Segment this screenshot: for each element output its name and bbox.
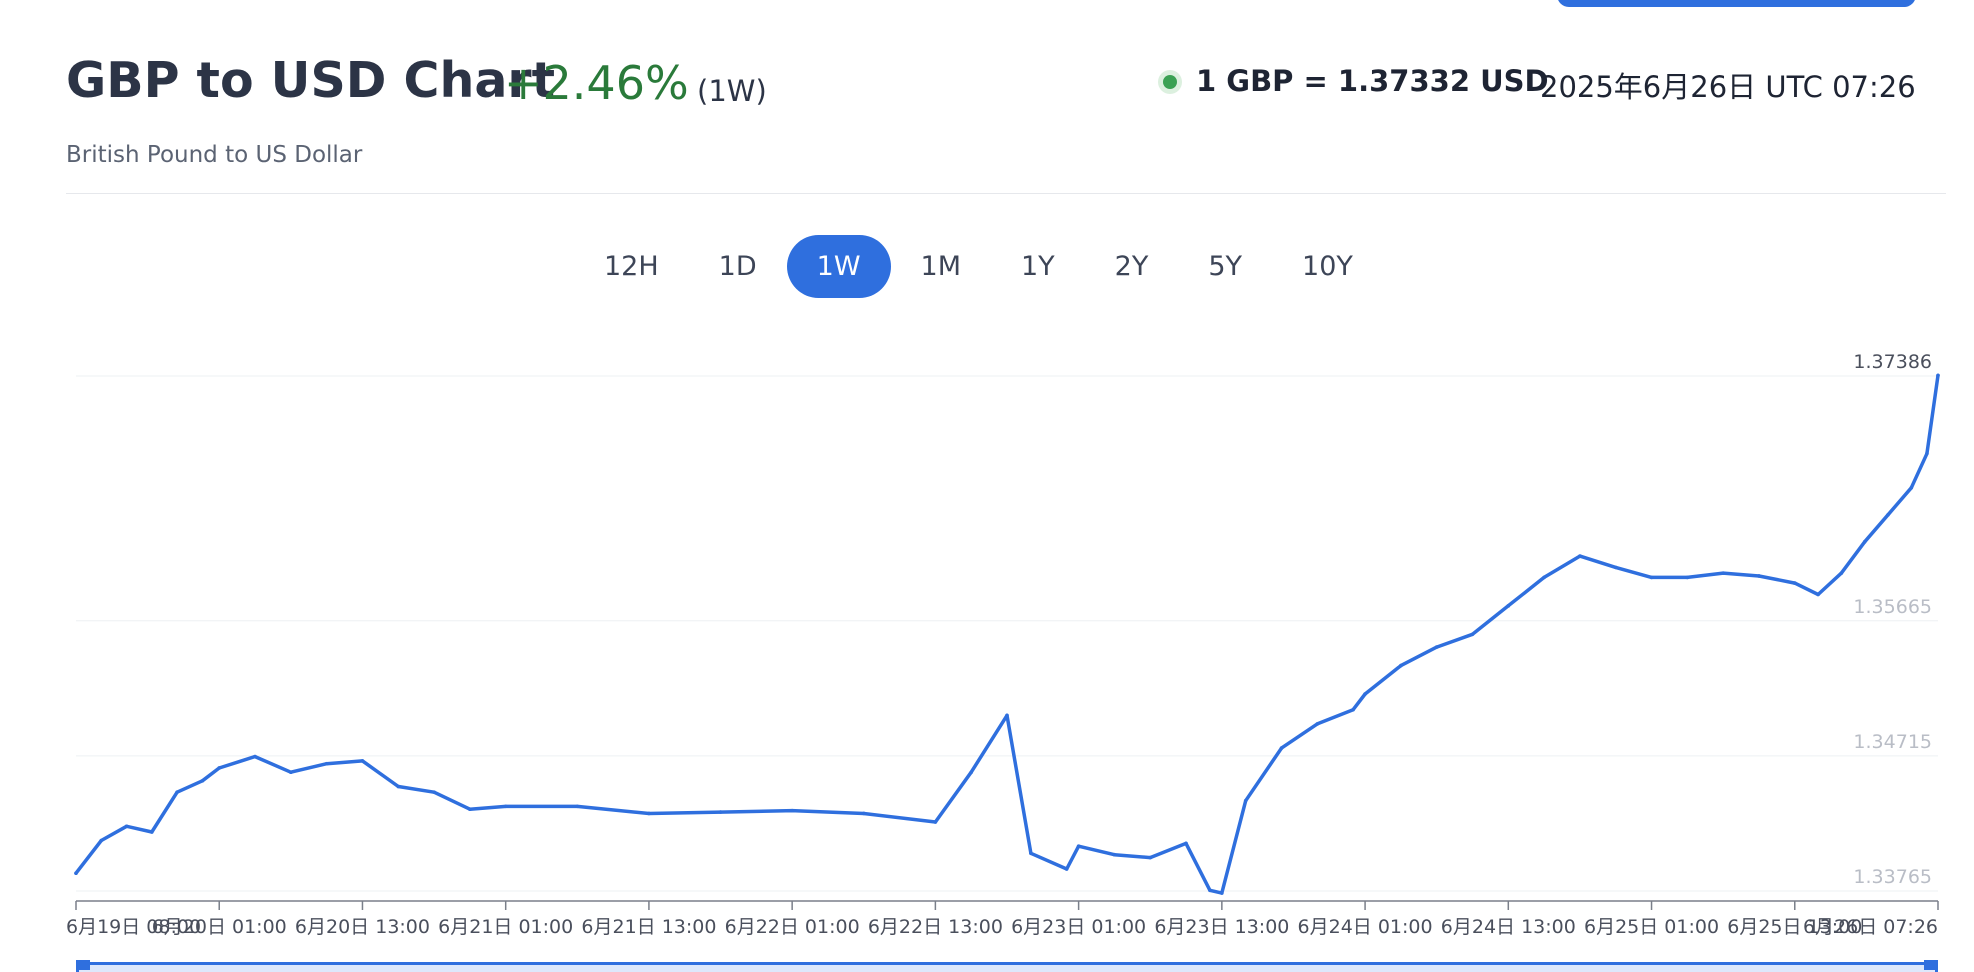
data-point bbox=[200, 778, 205, 783]
data-point bbox=[1148, 855, 1153, 860]
data-point bbox=[289, 770, 293, 775]
y-tick-label: 1.37386 bbox=[1853, 351, 1932, 373]
data-point bbox=[1909, 485, 1914, 490]
data-point bbox=[1220, 891, 1224, 895]
data-point bbox=[1399, 663, 1403, 668]
top-banner-button[interactable] bbox=[1557, 0, 1916, 7]
data-point bbox=[360, 759, 365, 763]
current-rate: 1 GBP = 1.37332 USD bbox=[1196, 64, 1549, 98]
data-point bbox=[1839, 571, 1844, 575]
percent-change: +2.46% bbox=[504, 56, 689, 110]
data-point bbox=[1506, 604, 1511, 608]
y-tick-label: 1.35665 bbox=[1853, 596, 1932, 618]
data-point bbox=[1925, 451, 1929, 456]
navigator-right-handle[interactable] bbox=[1924, 960, 1938, 970]
data-point bbox=[861, 811, 866, 816]
data-point bbox=[1649, 575, 1654, 580]
data-point bbox=[575, 804, 580, 809]
data-point bbox=[74, 871, 78, 876]
data-point bbox=[432, 790, 436, 794]
data-point bbox=[1315, 722, 1320, 726]
data-point bbox=[253, 754, 257, 759]
data-point bbox=[1470, 632, 1475, 637]
rate-chart[interactable]: 1.37386 1.35665 1.34715 1.33765 6月19日 08:00 6… bbox=[0, 340, 1974, 966]
page-subtitle: British Pound to US Dollar bbox=[66, 142, 363, 168]
period-selector: 12H 1D 1W 1M 1Y 2Y 5Y 10Y bbox=[574, 235, 1383, 298]
data-point bbox=[1757, 574, 1761, 578]
x-tick-label: 6月23日 01:00 bbox=[1011, 916, 1146, 938]
data-point bbox=[1613, 565, 1618, 570]
y-tick-label: 1.33765 bbox=[1853, 866, 1932, 888]
data-point bbox=[1208, 888, 1212, 893]
period-2y-button[interactable]: 2Y bbox=[1114, 251, 1149, 282]
series-line bbox=[74, 373, 1940, 895]
period-1w-button[interactable]: 1W bbox=[786, 235, 891, 298]
data-point bbox=[1243, 798, 1248, 803]
x-tick-label: 6月23日 13:00 bbox=[1154, 916, 1289, 938]
data-point bbox=[175, 790, 179, 794]
period-12h-button[interactable]: 12H bbox=[604, 251, 659, 282]
y-tick-label: 1.34715 bbox=[1853, 731, 1932, 753]
data-point bbox=[1076, 844, 1081, 848]
data-point bbox=[933, 820, 938, 824]
data-point bbox=[1816, 592, 1820, 597]
period-5y-button[interactable]: 5Y bbox=[1208, 251, 1243, 282]
data-point bbox=[1064, 867, 1069, 871]
x-tick-label: 6月24日 01:00 bbox=[1298, 916, 1433, 938]
x-tick-label: 6月20日 01:00 bbox=[152, 916, 287, 938]
data-point bbox=[1279, 746, 1284, 750]
live-status-icon bbox=[1158, 70, 1182, 94]
data-point bbox=[1542, 575, 1546, 580]
period-1d-button[interactable]: 1D bbox=[718, 251, 757, 282]
data-point bbox=[468, 807, 472, 812]
data-point bbox=[324, 761, 329, 766]
x-tick-label: 6月19日 08:00 bbox=[66, 916, 201, 938]
data-point bbox=[1936, 373, 1940, 378]
x-tick-label: 6月26日 07:26 bbox=[1803, 916, 1938, 938]
data-point bbox=[1005, 713, 1009, 718]
data-point bbox=[1862, 540, 1867, 544]
data-point bbox=[1184, 841, 1188, 846]
x-tick-label: 6月22日 13:00 bbox=[868, 916, 1003, 938]
x-tick-label: 6月21日 13:00 bbox=[581, 916, 716, 938]
data-point bbox=[1721, 571, 1725, 575]
x-tick-label: 6月25日 13:00 bbox=[1727, 916, 1862, 938]
data-point bbox=[99, 838, 104, 843]
period-1m-button[interactable]: 1M bbox=[920, 251, 961, 282]
data-point bbox=[1578, 554, 1582, 558]
data-point bbox=[124, 824, 129, 829]
data-point bbox=[1029, 851, 1033, 856]
x-tick-label: 6月25日 01:00 bbox=[1584, 916, 1719, 938]
data-point bbox=[1792, 581, 1797, 585]
period-10y-button[interactable]: 10Y bbox=[1302, 251, 1353, 282]
data-point bbox=[969, 770, 973, 775]
change-period: (1W) bbox=[697, 74, 767, 108]
data-point bbox=[503, 804, 508, 809]
data-point bbox=[1363, 692, 1367, 696]
data-point bbox=[718, 810, 723, 814]
data-point bbox=[1685, 575, 1690, 580]
navigator-left-handle[interactable] bbox=[76, 960, 90, 970]
period-1y-button[interactable]: 1Y bbox=[1021, 251, 1055, 282]
x-tick-label: 6月21日 01:00 bbox=[438, 916, 573, 938]
x-tick-label: 6月20日 13:00 bbox=[295, 916, 430, 938]
x-tick-label: 6月22日 01:00 bbox=[725, 916, 860, 938]
data-point bbox=[1886, 513, 1890, 517]
data-point bbox=[1351, 707, 1355, 712]
data-point bbox=[217, 766, 222, 770]
data-point bbox=[396, 784, 401, 789]
page-title: GBP to USD Chart bbox=[66, 52, 555, 109]
data-point bbox=[790, 808, 794, 813]
rate-timestamp: 2025年6月26日 UTC 07:26 bbox=[1540, 70, 1916, 104]
data-point bbox=[647, 811, 651, 816]
data-point bbox=[1112, 852, 1117, 857]
data-point bbox=[150, 830, 154, 834]
x-tick-label: 6月24日 13:00 bbox=[1441, 916, 1576, 938]
range-navigator[interactable] bbox=[76, 962, 1938, 972]
data-point bbox=[1434, 645, 1439, 649]
header-divider bbox=[66, 193, 1946, 194]
